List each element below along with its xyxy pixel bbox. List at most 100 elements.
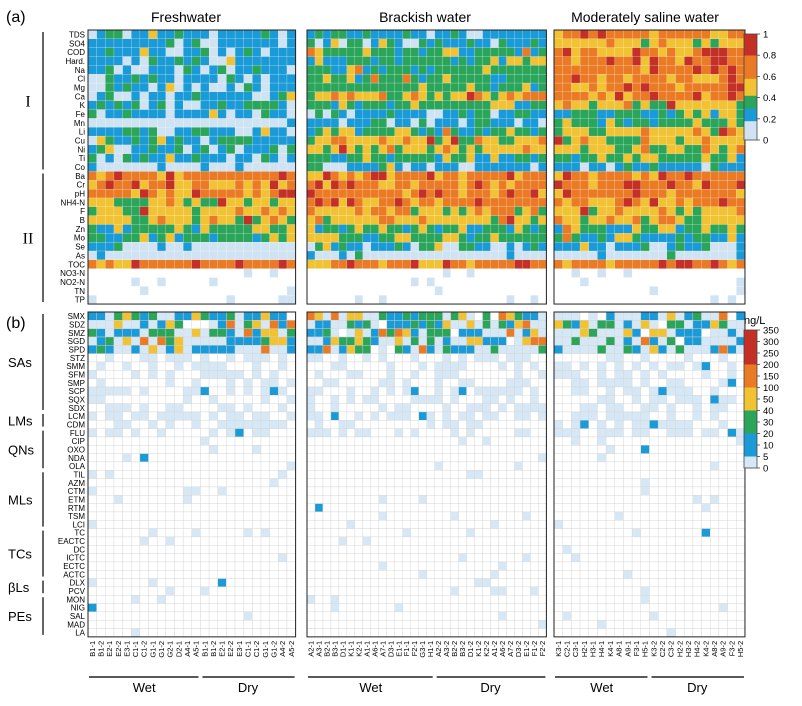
- heat-cell: [482, 545, 491, 554]
- heat-cell: [658, 38, 668, 49]
- heat-cell: [434, 595, 443, 604]
- heat-cell: [87, 295, 98, 305]
- heat-cell: [605, 268, 616, 278]
- heat-cell: [96, 224, 106, 234]
- heat-cell: [354, 378, 364, 388]
- heat-cell: [370, 453, 380, 463]
- heat-cell: [314, 197, 324, 208]
- heat-cell: [490, 611, 499, 621]
- heat-cell: [260, 118, 271, 128]
- heat-cell: [418, 100, 428, 110]
- heat-cell: [466, 311, 475, 321]
- heat-cell: [710, 461, 720, 471]
- heat-cell: [243, 595, 253, 604]
- heat-cell: [736, 503, 746, 513]
- heat-cell: [442, 503, 451, 513]
- heat-cell: [482, 336, 491, 346]
- heat-cell: [458, 171, 468, 181]
- heat-cell: [314, 570, 324, 579]
- heat-cell: [208, 286, 219, 296]
- heat-cell: [418, 486, 427, 496]
- heat-cell: [506, 478, 515, 488]
- heat-cell: [605, 428, 615, 438]
- heat-cell: [684, 100, 694, 110]
- heat-cell: [631, 74, 642, 84]
- heat-cell: [450, 188, 460, 199]
- heat-cell: [378, 242, 388, 252]
- heat-cell: [191, 180, 201, 190]
- heat-cell: [306, 353, 316, 363]
- heat-cell: [286, 411, 296, 421]
- heat-cell: [157, 135, 167, 146]
- heat-cell: [338, 197, 348, 208]
- heat-cell: [506, 403, 515, 413]
- heat-cell: [131, 109, 141, 119]
- heat-cell: [553, 461, 563, 471]
- heat-cell: [450, 162, 460, 172]
- heat-cell: [466, 553, 475, 563]
- heat-cell: [105, 162, 115, 172]
- heat-cell: [200, 311, 210, 321]
- heat-cell: [260, 100, 271, 110]
- heat-cell: [418, 215, 428, 225]
- heat-cell: [87, 361, 97, 371]
- heat-cell: [354, 29, 364, 40]
- heat-cell: [466, 611, 475, 621]
- heat-cell: [562, 345, 572, 354]
- heat-cell: [208, 436, 218, 446]
- heat-cell: [386, 503, 395, 513]
- heat-cell: [718, 370, 728, 379]
- heat-cell: [217, 495, 227, 504]
- heat-cell: [226, 56, 236, 66]
- heat-cell: [418, 611, 427, 621]
- heat-cell: [87, 586, 97, 596]
- heat-cell: [701, 411, 711, 421]
- heat-cell: [474, 370, 483, 379]
- heat-cell: [418, 47, 428, 57]
- heat-cell: [131, 461, 141, 471]
- heat-cell: [410, 570, 419, 579]
- heat-cell: [200, 403, 210, 413]
- heat-cell: [113, 570, 123, 579]
- heat-cell: [562, 268, 572, 278]
- heat-cell: [87, 250, 98, 261]
- heat-cell: [553, 311, 563, 321]
- heat-cell: [306, 171, 316, 181]
- heat-cell: [649, 395, 659, 404]
- heat-cell: [482, 153, 491, 164]
- heat-cell: [701, 486, 711, 496]
- heat-cell: [553, 82, 564, 93]
- heat-cell: [370, 144, 380, 155]
- heat-cell: [165, 486, 175, 496]
- heat-cell: [105, 144, 115, 155]
- heat-cell: [426, 403, 435, 413]
- heat-cell: [657, 428, 668, 438]
- heat-cell: [605, 420, 615, 429]
- heat-cell: [474, 286, 483, 296]
- heat-cell: [378, 403, 388, 413]
- heat-cell: [243, 268, 253, 278]
- heat-cell: [165, 603, 175, 613]
- heat-cell: [182, 561, 192, 571]
- heat-cell: [96, 386, 106, 396]
- heat-cell: [234, 74, 245, 84]
- heat-cell: [362, 311, 372, 321]
- heat-cell: [208, 109, 219, 119]
- heat-cell: [434, 215, 444, 225]
- heat-cell: [458, 370, 467, 379]
- heat-cell: [362, 411, 372, 421]
- heat-cell: [522, 180, 531, 190]
- heat-cell: [269, 188, 279, 199]
- heat-cell: [442, 56, 452, 66]
- heat-cell: [482, 295, 491, 305]
- heat-cell: [156, 436, 167, 446]
- heat-cell: [286, 361, 296, 371]
- heat-cell: [450, 386, 459, 396]
- heat-cell: [684, 403, 694, 413]
- heat-cell: [346, 91, 356, 102]
- heat-cell: [226, 47, 236, 57]
- heat-cell: [252, 545, 262, 554]
- heat-cell: [122, 595, 132, 604]
- heat-cell: [330, 395, 340, 404]
- heat-cell: [87, 470, 97, 479]
